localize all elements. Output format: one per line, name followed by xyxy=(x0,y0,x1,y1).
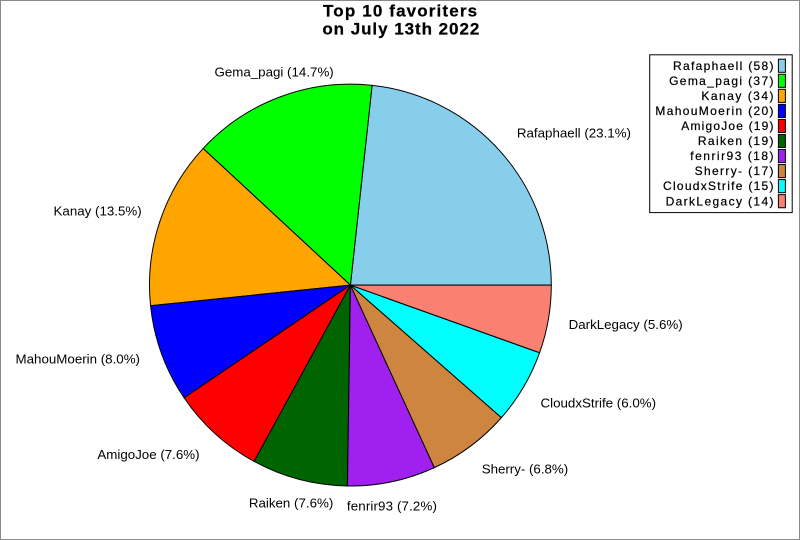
svg-text:Gema_pagi (14.7%): Gema_pagi (14.7%) xyxy=(214,65,333,80)
svg-text:AmigoJoe (19): AmigoJoe (19) xyxy=(681,119,773,133)
svg-text:Top 10 favoriters: Top 10 favoriters xyxy=(323,2,477,21)
svg-text:Raiken (7.6%): Raiken (7.6%) xyxy=(249,496,333,511)
svg-text:MahouMoerin (8.0%): MahouMoerin (8.0%) xyxy=(16,351,140,366)
svg-text:Raiken (19): Raiken (19) xyxy=(698,134,774,148)
svg-text:CloudxStrife (15): CloudxStrife (15) xyxy=(663,179,774,193)
svg-text:on July 13th 2022: on July 13th 2022 xyxy=(322,20,479,39)
svg-text:Rafaphaell (23.1%): Rafaphaell (23.1%) xyxy=(517,126,631,141)
svg-text:AmigoJoe (7.6%): AmigoJoe (7.6%) xyxy=(97,447,199,462)
svg-text:CloudxStrife (6.0%): CloudxStrife (6.0%) xyxy=(541,396,657,411)
svg-text:fenrir93 (18): fenrir93 (18) xyxy=(690,149,773,163)
svg-text:fenrir93 (7.2%): fenrir93 (7.2%) xyxy=(347,499,437,514)
svg-text:Gema_pagi (37): Gema_pagi (37) xyxy=(669,74,773,88)
svg-text:MahouMoerin (20): MahouMoerin (20) xyxy=(655,104,773,118)
svg-text:Sherry- (6.8%): Sherry- (6.8%) xyxy=(482,461,569,476)
svg-text:Sherry- (17): Sherry- (17) xyxy=(695,164,774,178)
svg-text:Kanay (13.5%): Kanay (13.5%) xyxy=(54,204,142,219)
svg-text:Rafaphaell (58): Rafaphaell (58) xyxy=(673,59,774,73)
svg-text:DarkLegacy (5.6%): DarkLegacy (5.6%) xyxy=(569,317,683,332)
svg-text:Kanay (34): Kanay (34) xyxy=(701,89,773,103)
